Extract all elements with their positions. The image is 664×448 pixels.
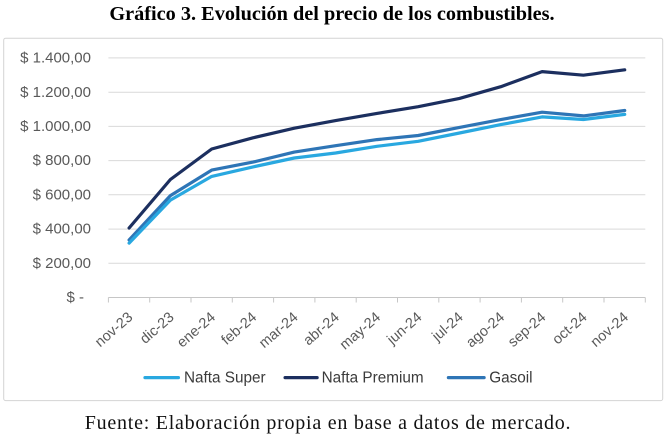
svg-text:$ 1.200,00: $ 1.200,00 (20, 84, 91, 101)
svg-text:$ 600,00: $ 600,00 (33, 186, 91, 203)
svg-text:$ -: $ - (66, 289, 84, 306)
svg-text:$ 1.400,00: $ 1.400,00 (20, 50, 91, 67)
svg-text:$ 400,00: $ 400,00 (33, 221, 91, 238)
svg-text:Gasoil: Gasoil (489, 370, 532, 387)
svg-text:Nafta Premium: Nafta Premium (322, 370, 424, 387)
svg-text:$ 1.000,00: $ 1.000,00 (20, 118, 91, 135)
svg-text:Nafta Super: Nafta Super (184, 370, 266, 387)
svg-text:$ 800,00: $ 800,00 (33, 152, 91, 169)
svg-text:$ 200,00: $ 200,00 (33, 255, 91, 272)
